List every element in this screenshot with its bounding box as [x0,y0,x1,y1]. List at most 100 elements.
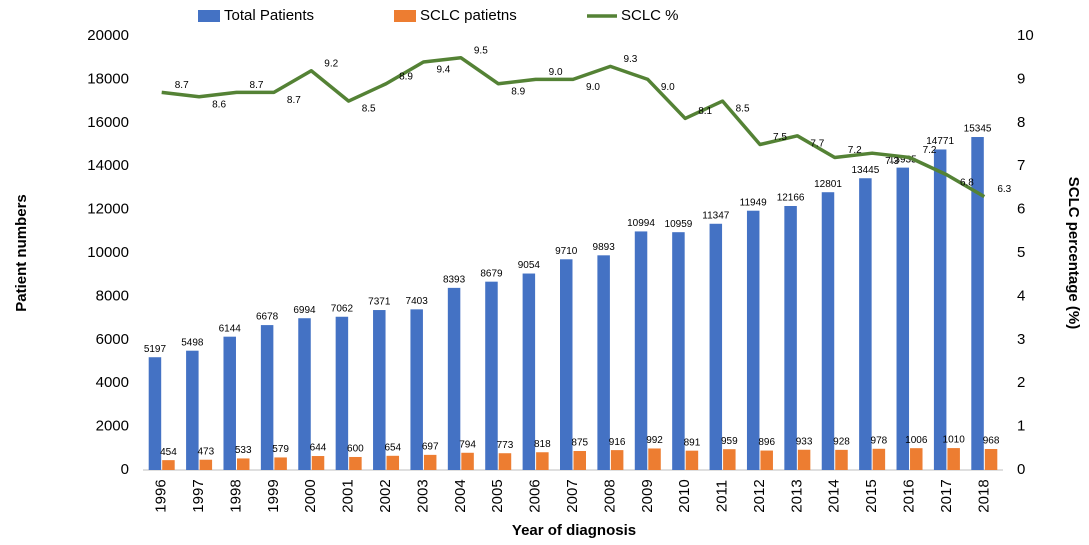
data-label: 15345 [964,124,992,135]
data-label: 5197 [144,344,167,355]
data-label: 8.9 [399,71,413,82]
y-tick-label: 16000 [87,114,129,131]
data-label: 9710 [555,246,578,257]
y-tick-label: 20000 [87,27,129,44]
y2-tick-label: 4 [1017,287,1025,304]
data-label: 7.5 [773,132,787,143]
legend-swatch [198,10,220,22]
data-label: 992 [646,435,663,446]
bar [784,205,797,470]
bar [723,449,736,470]
data-label: 7062 [331,303,354,314]
data-label: 5498 [181,337,204,348]
data-label: 7.2 [848,145,862,156]
bar [797,449,811,470]
x-tick-label: 2016 [900,479,917,512]
x-tick-label: 1997 [190,479,207,512]
data-label: 14771 [926,136,954,147]
y2-tick-label: 8 [1017,114,1025,131]
bar [236,458,250,470]
data-label: 9893 [593,242,616,253]
y2-tick-label: 9 [1017,70,1025,87]
data-label: 6994 [293,305,316,316]
legend-label: SCLC patietns [420,7,517,24]
data-label: 8.9 [511,86,525,97]
data-label: 794 [459,439,476,450]
bar [186,350,199,470]
y-tick-label: 10000 [87,244,129,261]
data-label: 933 [796,436,813,447]
y-tick-label: 4000 [96,374,129,391]
y2-tick-label: 3 [1017,331,1025,348]
x-tick-label: 1998 [227,479,244,512]
x-tick-label: 2011 [714,480,731,512]
y-tick-label: 12000 [87,201,129,218]
data-label: 916 [609,437,626,448]
data-label: 9054 [518,260,541,271]
x-tick-label: 2015 [863,479,880,512]
data-label: 10994 [627,218,655,229]
data-label: 644 [310,443,327,454]
data-label: 8.5 [362,104,376,115]
x-axis-title: Year of diagnosis [512,522,636,539]
bar [685,450,699,470]
data-label: 6.3 [997,184,1011,195]
legend-swatch [394,10,416,22]
data-label: 10959 [665,219,693,230]
bar [199,459,213,470]
bar [910,448,923,470]
bar [597,255,610,470]
data-label: 12166 [777,193,805,204]
x-tick-label: 2009 [639,479,656,512]
data-label: 579 [272,444,289,455]
bar [162,460,175,470]
data-label: 473 [197,446,214,457]
data-label: 8.6 [212,99,226,110]
y-axis-title: Patient numbers [13,194,30,312]
data-label: 9.3 [623,54,637,65]
bar [498,453,512,470]
data-label: 11347 [702,210,730,221]
data-label: 13445 [851,165,879,176]
data-label: 533 [235,445,252,456]
data-label: 6144 [219,323,242,334]
x-tick-label: 2006 [527,479,544,512]
data-label: 8.7 [287,95,301,106]
bar [560,259,573,470]
x-tick-label: 2005 [489,479,506,512]
y2-axis-title: SCLC percentage (%) [1065,177,1082,330]
legend-label: Total Patients [224,7,314,24]
bar [896,167,910,470]
bar [485,281,498,470]
bar [648,448,661,470]
x-tick-label: 2002 [377,479,394,512]
x-tick-label: 2000 [302,479,319,512]
y2-tick-label: 10 [1017,27,1034,44]
data-label: 928 [833,437,850,448]
bar [461,452,474,470]
x-tick-label: 2017 [938,479,955,512]
bar [835,449,848,470]
data-label: 968 [983,436,1000,447]
y-tick-label: 0 [121,461,129,478]
data-label: 9.0 [661,82,675,93]
bar [760,450,773,470]
data-label: 9.5 [474,45,488,56]
bar [447,287,461,470]
data-label: 9.2 [324,58,338,69]
data-label: 13935 [889,154,917,165]
data-label: 875 [571,438,588,449]
bar [872,448,886,470]
data-label: 600 [347,444,364,455]
legend-label: SCLC % [621,7,679,24]
bar [298,318,311,470]
y-tick-label: 2000 [96,418,129,435]
bar [311,456,325,470]
data-label: 6.8 [960,178,974,189]
x-tick-label: 2010 [676,479,693,512]
bar [859,178,872,470]
x-tick-label: 2013 [788,479,805,512]
bar [148,357,162,470]
bar [672,232,685,470]
x-tick-label: 2004 [452,479,469,512]
